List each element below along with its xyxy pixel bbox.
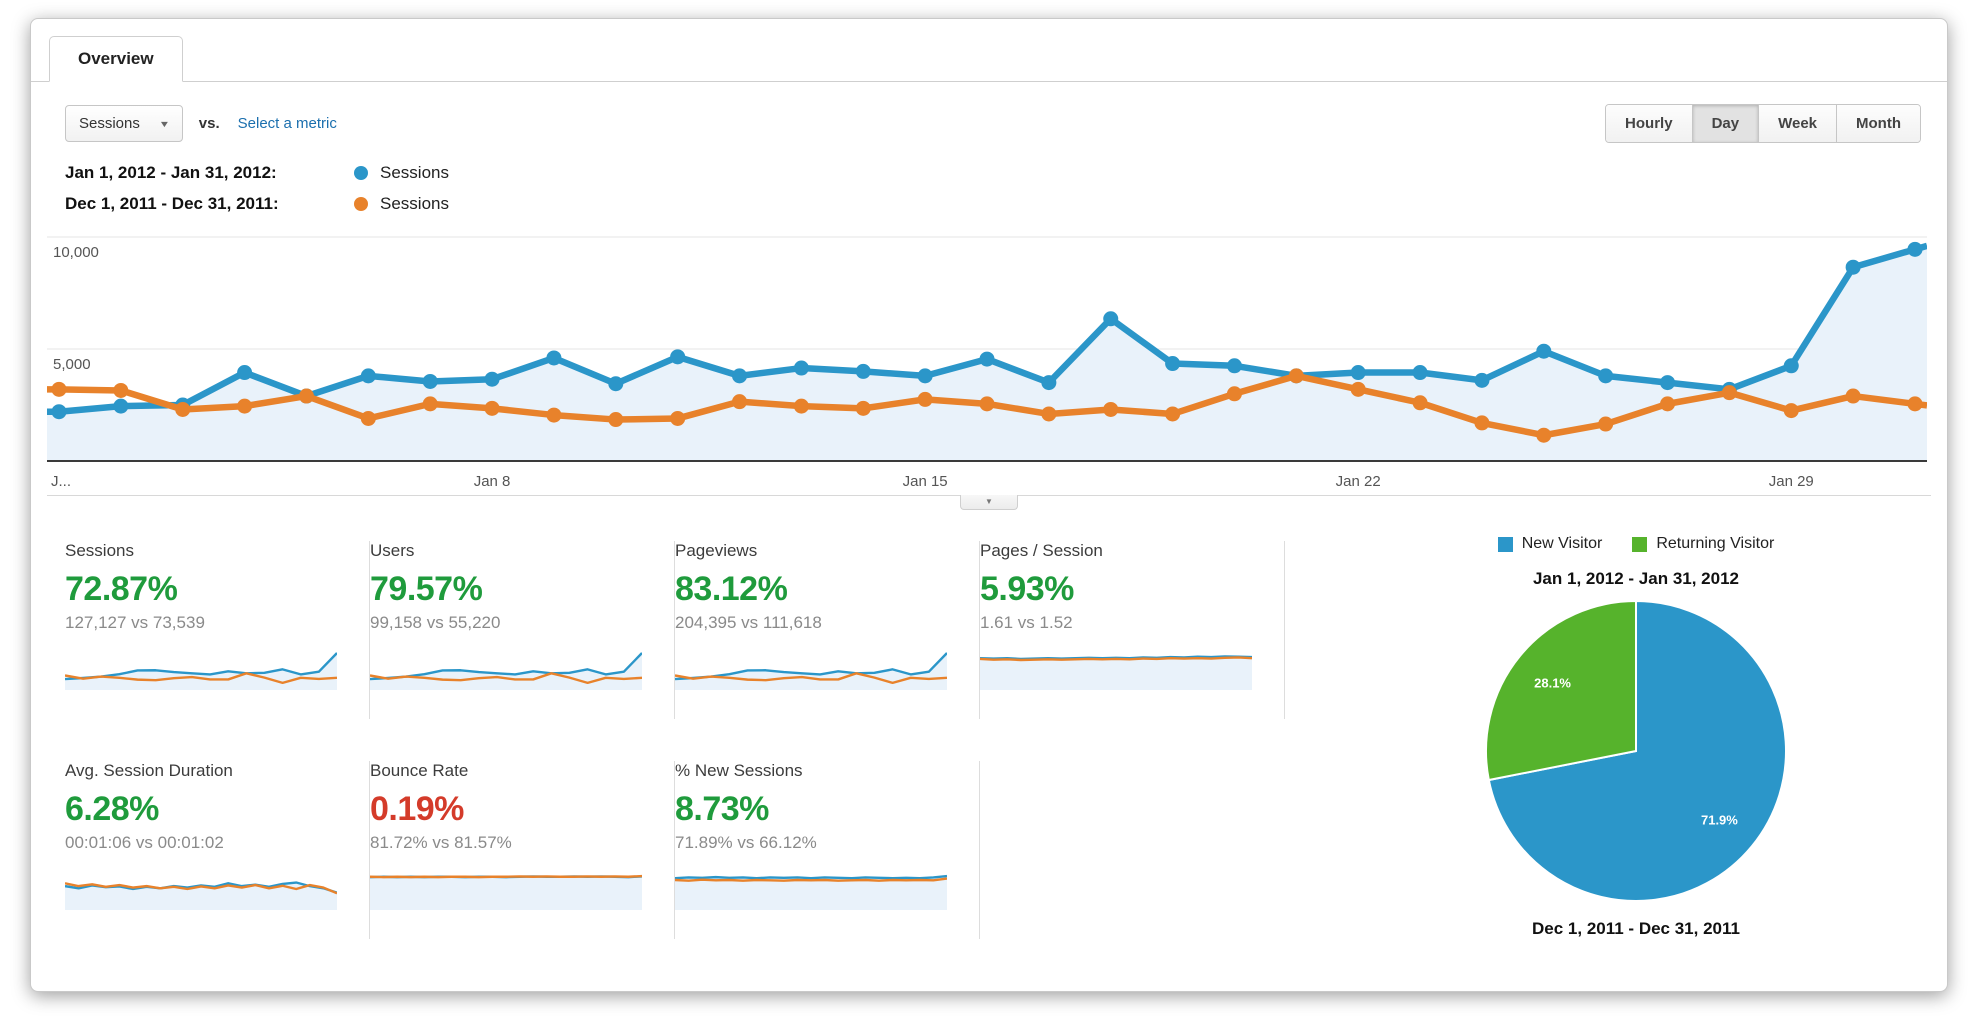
expander-arrow-icon: ▼ bbox=[985, 497, 993, 506]
metric-select-dropdown[interactable]: Sessions ▼ bbox=[65, 105, 183, 142]
legend-series-name: Sessions bbox=[380, 194, 449, 213]
percent-new-sessions-sparkline bbox=[675, 874, 947, 910]
metric-title: % New Sessions bbox=[675, 761, 803, 780]
metric-change-value: 8.73% bbox=[675, 790, 769, 828]
new-visitor-swatch-icon bbox=[1497, 536, 1513, 552]
metrics-dashboard: Sessions 72.87% 127,127 vs 73,539 Users … bbox=[31, 513, 1947, 939]
chart-divider: ▼ bbox=[47, 495, 1931, 513]
metric-card-avg-session-duration[interactable]: Avg. Session Duration 6.28% 00:01:06 vs … bbox=[65, 761, 370, 939]
granularity-button-group: Hourly Day Week Month bbox=[1605, 104, 1921, 143]
pie-legend-new-visitor: New Visitor bbox=[1497, 535, 1603, 553]
metric-title: Users bbox=[370, 541, 415, 560]
series-dot-icon bbox=[354, 197, 368, 211]
users-sparkline bbox=[370, 652, 642, 690]
metric-title: Bounce Rate bbox=[370, 761, 469, 780]
legend-date-range: Jan 1, 2012 - Jan 31, 2012: bbox=[65, 163, 277, 182]
metric-card-bounce-rate[interactable]: Bounce Rate 0.19% 81.72% vs 81.57% bbox=[370, 761, 675, 939]
metric-change-value: 0.19% bbox=[370, 790, 464, 828]
metric-comparison: 99,158 vs 55,220 bbox=[370, 613, 501, 632]
metric-title: Sessions bbox=[65, 541, 134, 560]
granularity-week-button[interactable]: Week bbox=[1758, 105, 1837, 142]
svg-text:Jan 22: Jan 22 bbox=[1336, 473, 1381, 490]
series-legend: Jan 1, 2012 - Jan 31, 2012: Sessions Dec… bbox=[31, 143, 1947, 214]
pie-legend: New Visitor Returning Visitor bbox=[1497, 535, 1774, 553]
metric-card-users[interactable]: Users 79.57% 99,158 vs 55,220 bbox=[370, 541, 675, 719]
metric-change-value: 79.57% bbox=[370, 570, 483, 608]
pie-title-current-period: Jan 1, 2012 - Jan 31, 2012 bbox=[1532, 569, 1740, 588]
pie-legend-label: New Visitor bbox=[1521, 535, 1603, 552]
analytics-overview-panel: Overview Sessions ▼ vs. Select a metric … bbox=[30, 18, 1948, 992]
returning-visitor-swatch-icon bbox=[1632, 536, 1648, 552]
legend-series-name: Sessions bbox=[380, 163, 449, 182]
metric-comparison: 127,127 vs 73,539 bbox=[65, 613, 205, 632]
pie-title-previous-period: Dec 1, 2011 - Dec 31, 2011 bbox=[1532, 919, 1740, 938]
metric-change-value: 83.12% bbox=[675, 570, 788, 608]
chart-controls: Sessions ▼ vs. Select a metric Hourly Da… bbox=[31, 82, 1947, 143]
legend-row-previous: Dec 1, 2011 - Dec 31, 2011: Sessions bbox=[65, 194, 1947, 214]
svg-text:Jan 8: Jan 8 bbox=[474, 473, 511, 490]
svg-text:J...: J... bbox=[51, 473, 71, 490]
legend-row-current: Jan 1, 2012 - Jan 31, 2012: Sessions bbox=[65, 163, 1947, 183]
svg-text:28.1%: 28.1% bbox=[1534, 675, 1571, 690]
chart-expander-button[interactable]: ▼ bbox=[960, 495, 1018, 510]
metric-comparison: 00:01:06 vs 00:01:02 bbox=[65, 833, 224, 852]
metric-select-value: Sessions bbox=[79, 115, 140, 132]
pie-legend-returning-visitor: Returning Visitor bbox=[1632, 535, 1774, 553]
metric-title: Pages / Session bbox=[980, 541, 1103, 560]
dropdown-arrow-icon: ▼ bbox=[158, 118, 171, 129]
svg-text:10,000: 10,000 bbox=[53, 244, 99, 261]
visitor-type-pie-chart: 71.9% 28.1% bbox=[1485, 599, 1787, 902]
metric-comparison: 71.89% vs 66.12% bbox=[675, 833, 817, 852]
pages-per-session-sparkline bbox=[980, 655, 1252, 690]
metric-title: Avg. Session Duration bbox=[65, 761, 233, 780]
legend-date-range: Dec 1, 2011 - Dec 31, 2011: bbox=[65, 194, 279, 213]
svg-text:Jan 29: Jan 29 bbox=[1769, 473, 1814, 490]
avg-session-duration-sparkline bbox=[65, 881, 337, 910]
tab-overview[interactable]: Overview bbox=[49, 36, 183, 82]
pie-legend-label: Returning Visitor bbox=[1656, 535, 1775, 552]
metric-change-value: 6.28% bbox=[65, 790, 159, 828]
vs-label: vs. bbox=[198, 115, 220, 132]
sessions-chart-block: 10,000 5,000 J... Jan 8 Jan 15 Jan 22 Jan 29 bbox=[47, 225, 1931, 491]
metric-comparison: 1.61 vs 1.52 bbox=[980, 613, 1073, 632]
sessions-comparison-line-chart: 10,000 5,000 J... Jan 8 Jan 15 Jan 22 Jan 29 bbox=[47, 236, 1927, 490]
svg-text:5,000: 5,000 bbox=[53, 356, 91, 373]
metric-title: Pageviews bbox=[675, 541, 758, 560]
svg-text:Jan 15: Jan 15 bbox=[903, 473, 948, 490]
metric-card-pages-per-session[interactable]: Pages / Session 5.93% 1.61 vs 1.52 bbox=[980, 541, 1285, 719]
metric-card-pageviews[interactable]: Pageviews 83.12% 204,395 vs 111,618 bbox=[675, 541, 980, 719]
sessions-sparkline bbox=[65, 652, 337, 690]
metric-card-sessions[interactable]: Sessions 72.87% 127,127 vs 73,539 bbox=[65, 541, 370, 719]
tab-bar: Overview bbox=[31, 19, 1947, 82]
metric-comparison: 204,395 vs 111,618 bbox=[675, 613, 822, 632]
metric-card-percent-new-sessions[interactable]: % New Sessions 8.73% 71.89% vs 66.12% bbox=[675, 761, 980, 939]
series-dot-icon bbox=[354, 166, 368, 180]
metric-change-value: 5.93% bbox=[980, 570, 1074, 608]
metric-change-value: 72.87% bbox=[65, 570, 178, 608]
visitor-type-section: New Visitor Returning Visitor Jan 1, 201… bbox=[1401, 535, 1871, 939]
bounce-rate-sparkline bbox=[370, 874, 642, 910]
svg-text:71.9%: 71.9% bbox=[1701, 813, 1738, 828]
pageviews-sparkline bbox=[675, 652, 947, 690]
granularity-day-button[interactable]: Day bbox=[1691, 105, 1759, 142]
metric-comparison: 81.72% vs 81.57% bbox=[370, 833, 512, 852]
granularity-month-button[interactable]: Month bbox=[1836, 105, 1920, 142]
metric-cards-grid: Sessions 72.87% 127,127 vs 73,539 Users … bbox=[65, 541, 1285, 939]
granularity-hourly-button[interactable]: Hourly bbox=[1606, 105, 1692, 142]
select-a-metric-link[interactable]: Select a metric bbox=[237, 115, 337, 132]
